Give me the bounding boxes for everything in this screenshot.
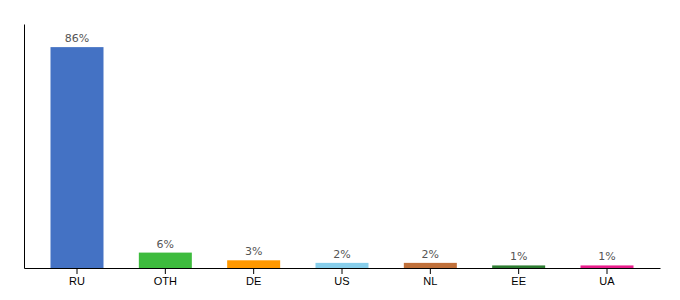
bars [51,47,634,268]
x-tick-mark [342,268,343,274]
plot-area: RU OTH DE US NL EE UA 86% 6% 3% 2% 2% 1% 1% [25,25,661,287]
x-tick-label: DE [246,275,261,287]
bar [404,263,457,268]
bar [139,253,192,268]
data-labels: 86% 6% 3% 2% 2% 1% 1% [65,32,616,263]
x-tick-mark [77,268,78,274]
bar [51,47,104,268]
x-tick-mark [607,268,608,274]
x-axis: RU OTH DE US NL EE UA [25,268,661,287]
x-tick-mark [253,268,254,274]
x-tick: DE [246,268,261,287]
chart-container: RU OTH DE US NL EE UA 86% 6% 3% 2% 2% 1% 1% [0,0,680,300]
x-tick-mark [430,268,431,274]
bar [227,260,280,268]
x-tick-mark [518,268,519,274]
x-tick-label: RU [69,275,85,287]
x-tick: NL [423,268,437,287]
data-label: 3% [245,245,262,258]
x-tick: OTH [154,268,177,287]
data-label: 1% [598,250,615,263]
x-tick: RU [69,268,85,287]
y-axis-line [24,25,25,269]
x-tick-label: EE [511,275,526,287]
data-label: 2% [422,248,439,261]
data-label: 86% [65,32,89,45]
x-tick-label: OTH [154,275,177,287]
y-axis [24,25,25,269]
x-tick-label: US [334,275,349,287]
data-label: 6% [157,238,174,251]
x-tick: UA [599,268,615,287]
chart-svg: RU OTH DE US NL EE UA 86% 6% 3% 2% 2% 1% 1% [0,0,680,300]
bar [581,265,634,268]
bar [316,263,369,268]
bar [492,265,545,268]
data-label: 1% [510,250,527,263]
x-tick: EE [511,268,526,287]
x-tick-label: NL [423,275,437,287]
x-tick-label: UA [599,275,615,287]
x-tick-mark [165,268,166,274]
data-label: 2% [333,248,350,261]
x-tick: US [334,268,349,287]
